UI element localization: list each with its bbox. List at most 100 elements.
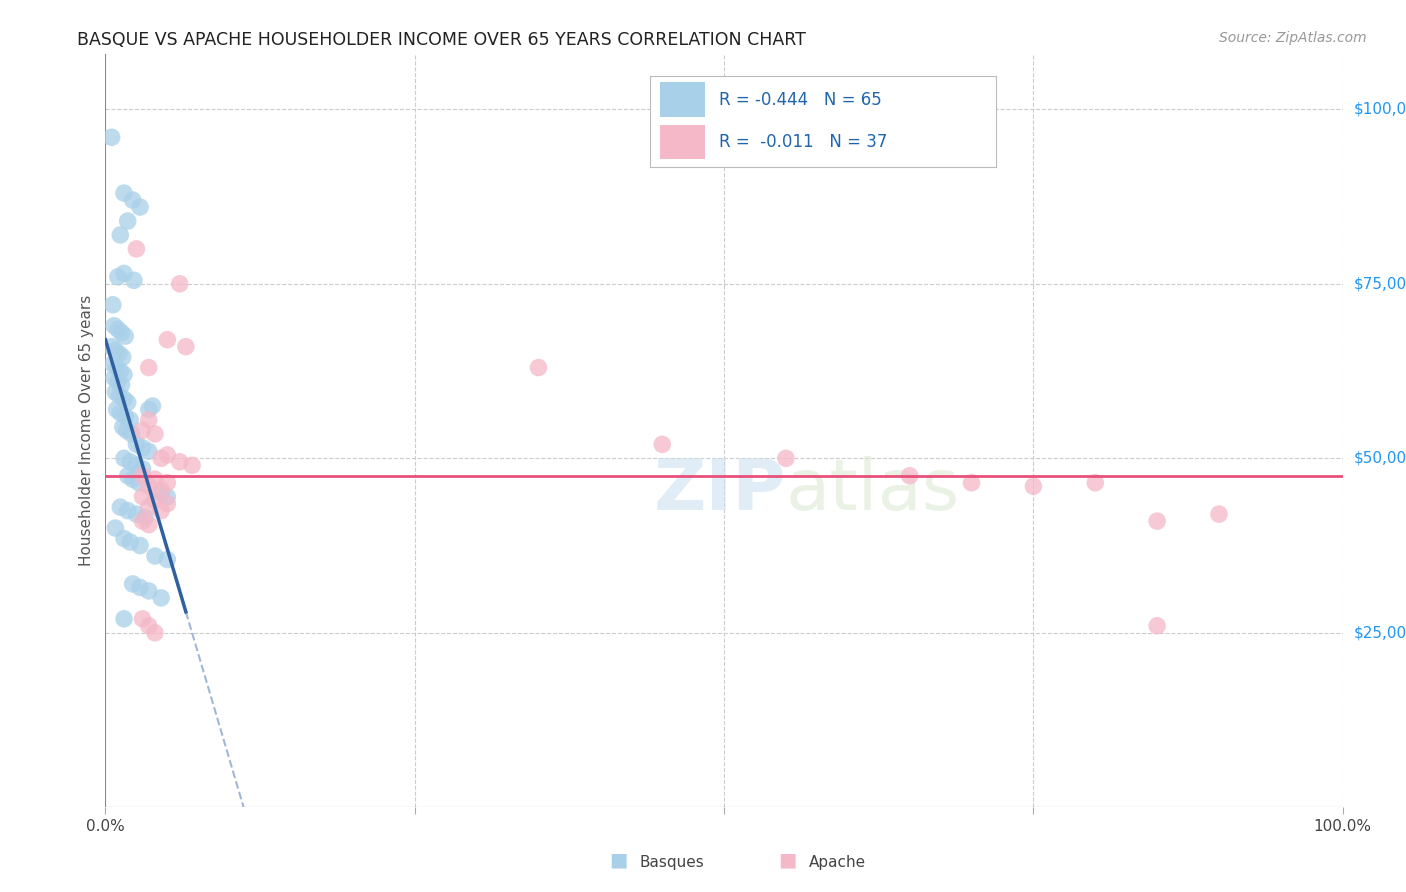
Point <box>150 483 173 497</box>
Point <box>143 625 166 640</box>
Point <box>104 343 127 358</box>
Point <box>108 388 131 402</box>
Point <box>103 371 125 385</box>
Point <box>112 392 135 406</box>
Y-axis label: Householder Income Over 65 years: Householder Income Over 65 years <box>79 294 94 566</box>
Point <box>131 441 153 455</box>
Point <box>112 612 135 626</box>
Point <box>114 329 136 343</box>
Point <box>117 503 139 517</box>
Point <box>138 444 160 458</box>
Point <box>111 350 134 364</box>
Point <box>131 424 153 438</box>
Point <box>898 468 921 483</box>
Text: $75,000: $75,000 <box>1354 277 1406 292</box>
Text: atlas: atlas <box>786 456 960 525</box>
Point <box>138 479 160 493</box>
Point <box>527 360 550 375</box>
Point <box>1208 507 1230 521</box>
Text: $50,000: $50,000 <box>1354 450 1406 466</box>
Point <box>110 227 132 242</box>
Point <box>112 186 135 200</box>
Point <box>128 475 150 490</box>
Point <box>129 581 152 595</box>
Point <box>138 500 160 515</box>
Point <box>104 521 127 535</box>
Point <box>131 468 153 483</box>
Point <box>110 500 132 515</box>
Point <box>138 583 160 598</box>
Text: ■: ■ <box>609 851 628 870</box>
Point <box>105 360 128 375</box>
Point <box>960 475 983 490</box>
Point <box>100 130 122 145</box>
Point <box>120 535 142 549</box>
Point <box>107 375 129 389</box>
Point <box>181 458 204 473</box>
Point <box>156 333 179 347</box>
Point <box>110 364 132 378</box>
Point <box>107 322 129 336</box>
Point <box>131 612 153 626</box>
Point <box>138 517 160 532</box>
Point <box>117 468 139 483</box>
Point <box>121 577 143 591</box>
Point <box>143 549 166 563</box>
Point <box>120 413 142 427</box>
Point <box>110 378 132 392</box>
Point <box>108 346 131 360</box>
Text: Source: ZipAtlas.com: Source: ZipAtlas.com <box>1219 31 1367 45</box>
Point <box>1084 475 1107 490</box>
Text: $100,000: $100,000 <box>1354 102 1406 117</box>
Point <box>117 395 139 409</box>
Point <box>174 340 197 354</box>
Text: Basques: Basques <box>640 855 704 870</box>
Point <box>141 399 163 413</box>
Point <box>138 360 160 375</box>
Point <box>125 437 148 451</box>
Point <box>101 357 124 371</box>
Point <box>150 451 173 466</box>
Point <box>150 503 173 517</box>
Point <box>103 318 125 333</box>
Point <box>134 510 156 524</box>
Point <box>129 200 152 214</box>
Point <box>651 437 673 451</box>
Point <box>156 475 179 490</box>
Point <box>169 277 191 291</box>
Point <box>112 532 135 546</box>
Point <box>115 424 138 438</box>
Point <box>143 426 166 441</box>
Point <box>1146 619 1168 633</box>
Text: ■: ■ <box>778 851 797 870</box>
Point <box>120 455 142 469</box>
Point <box>775 451 797 466</box>
Point <box>169 455 191 469</box>
Point <box>117 214 139 228</box>
Point <box>143 472 166 486</box>
Point <box>138 619 160 633</box>
Point <box>100 340 122 354</box>
Point <box>101 298 124 312</box>
Point <box>156 448 179 462</box>
Point <box>107 269 129 284</box>
Point <box>112 451 135 466</box>
Point <box>125 507 148 521</box>
Point <box>138 402 160 417</box>
Text: ZIP: ZIP <box>654 456 786 525</box>
Point <box>1022 479 1045 493</box>
Point <box>121 472 143 486</box>
Point <box>156 552 179 566</box>
Point <box>110 406 132 420</box>
Point <box>131 490 153 504</box>
Point <box>125 458 148 473</box>
Point <box>125 242 148 256</box>
Point <box>112 368 135 382</box>
Point <box>104 384 127 399</box>
Point <box>120 426 142 441</box>
Point <box>150 486 173 500</box>
Point <box>156 490 179 504</box>
Point <box>112 266 135 280</box>
Point <box>1146 514 1168 528</box>
Point <box>110 326 132 340</box>
